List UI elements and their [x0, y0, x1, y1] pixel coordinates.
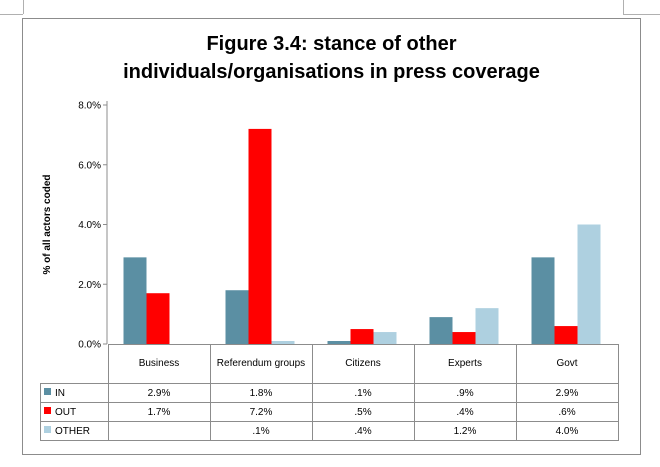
y-tick-label: 2.0%: [78, 280, 101, 291]
y-tick-label: 4.0%: [78, 220, 101, 231]
series-name: OUT: [55, 406, 77, 418]
legend-key-out: [44, 407, 51, 415]
x-tick-label: Business: [107, 344, 211, 384]
page-corner-mark: [17, 0, 24, 14]
bar-in: [327, 341, 351, 344]
data-label: .5%: [311, 402, 415, 422]
data-label: .6%: [515, 402, 619, 422]
legend-key-in: [44, 388, 51, 396]
bar-other: [577, 224, 601, 344]
data-label: 1.2%: [413, 421, 517, 441]
bar-in: [225, 290, 249, 344]
series-name: OTHER: [55, 425, 90, 437]
chart-title-line-2: individuals/organisations in press cover…: [123, 61, 540, 83]
table-row: OTHER .1% .4% 1.2% 4.0%: [40, 421, 619, 441]
bar-other: [475, 308, 499, 344]
y-tick-label: 8.0%: [78, 101, 101, 112]
bar-other: [271, 341, 295, 344]
x-tick-label: Citizens: [311, 344, 415, 384]
data-label: 1.8%: [209, 383, 313, 403]
x-tick-label: Experts: [413, 344, 517, 384]
data-label: .9%: [413, 383, 517, 403]
data-table: Business Referendum groups Citizens Experts…: [40, 344, 619, 441]
data-label: .4%: [413, 402, 517, 422]
data-label: .4%: [311, 421, 415, 441]
legend-entry: OUT: [40, 402, 109, 422]
bar-out: [146, 293, 170, 344]
table-row: IN 2.9% 1.8% .1% .9% 2.9%: [40, 383, 619, 403]
page-corner-mark: [623, 13, 660, 15]
data-label: 7.2%: [209, 402, 313, 422]
y-axis-label: % of all actors coded: [42, 174, 53, 274]
table-row: OUT 1.7% 7.2% .5% .4% .6%: [40, 402, 619, 422]
bar-other: [373, 332, 397, 344]
legend-entry: IN: [40, 383, 109, 403]
chart-title: Figure 3.4: stance of other individuals/…: [22, 30, 641, 86]
y-tick-label: 0.0%: [78, 340, 101, 351]
data-label: .1%: [311, 383, 415, 403]
data-label: 2.9%: [107, 383, 211, 403]
bar-out: [452, 332, 476, 344]
bar-out: [248, 128, 272, 344]
y-tick-label: 6.0%: [78, 160, 101, 171]
data-label: 4.0%: [515, 421, 619, 441]
page-corner-mark: [0, 13, 23, 15]
x-tick-label: Referendum groups: [209, 344, 313, 384]
series-name: IN: [55, 387, 65, 399]
legend-entry: OTHER: [40, 421, 109, 441]
bar-in: [531, 257, 555, 344]
page-corner-mark: [623, 0, 630, 14]
x-tick-label: Govt: [515, 344, 619, 384]
data-label: [107, 421, 211, 441]
data-label: .1%: [209, 421, 313, 441]
data-label: 2.9%: [515, 383, 619, 403]
bar-in: [429, 317, 453, 344]
bar-out: [350, 329, 374, 344]
bar-in: [123, 257, 147, 344]
table-corner: [41, 345, 109, 384]
data-label: 1.7%: [107, 402, 211, 422]
bar-out: [554, 326, 578, 344]
legend-key-other: [44, 426, 51, 434]
category-header-row: Business Referendum groups Citizens Experts…: [41, 344, 619, 384]
chart-title-line-1: Figure 3.4: stance of other: [206, 33, 457, 55]
